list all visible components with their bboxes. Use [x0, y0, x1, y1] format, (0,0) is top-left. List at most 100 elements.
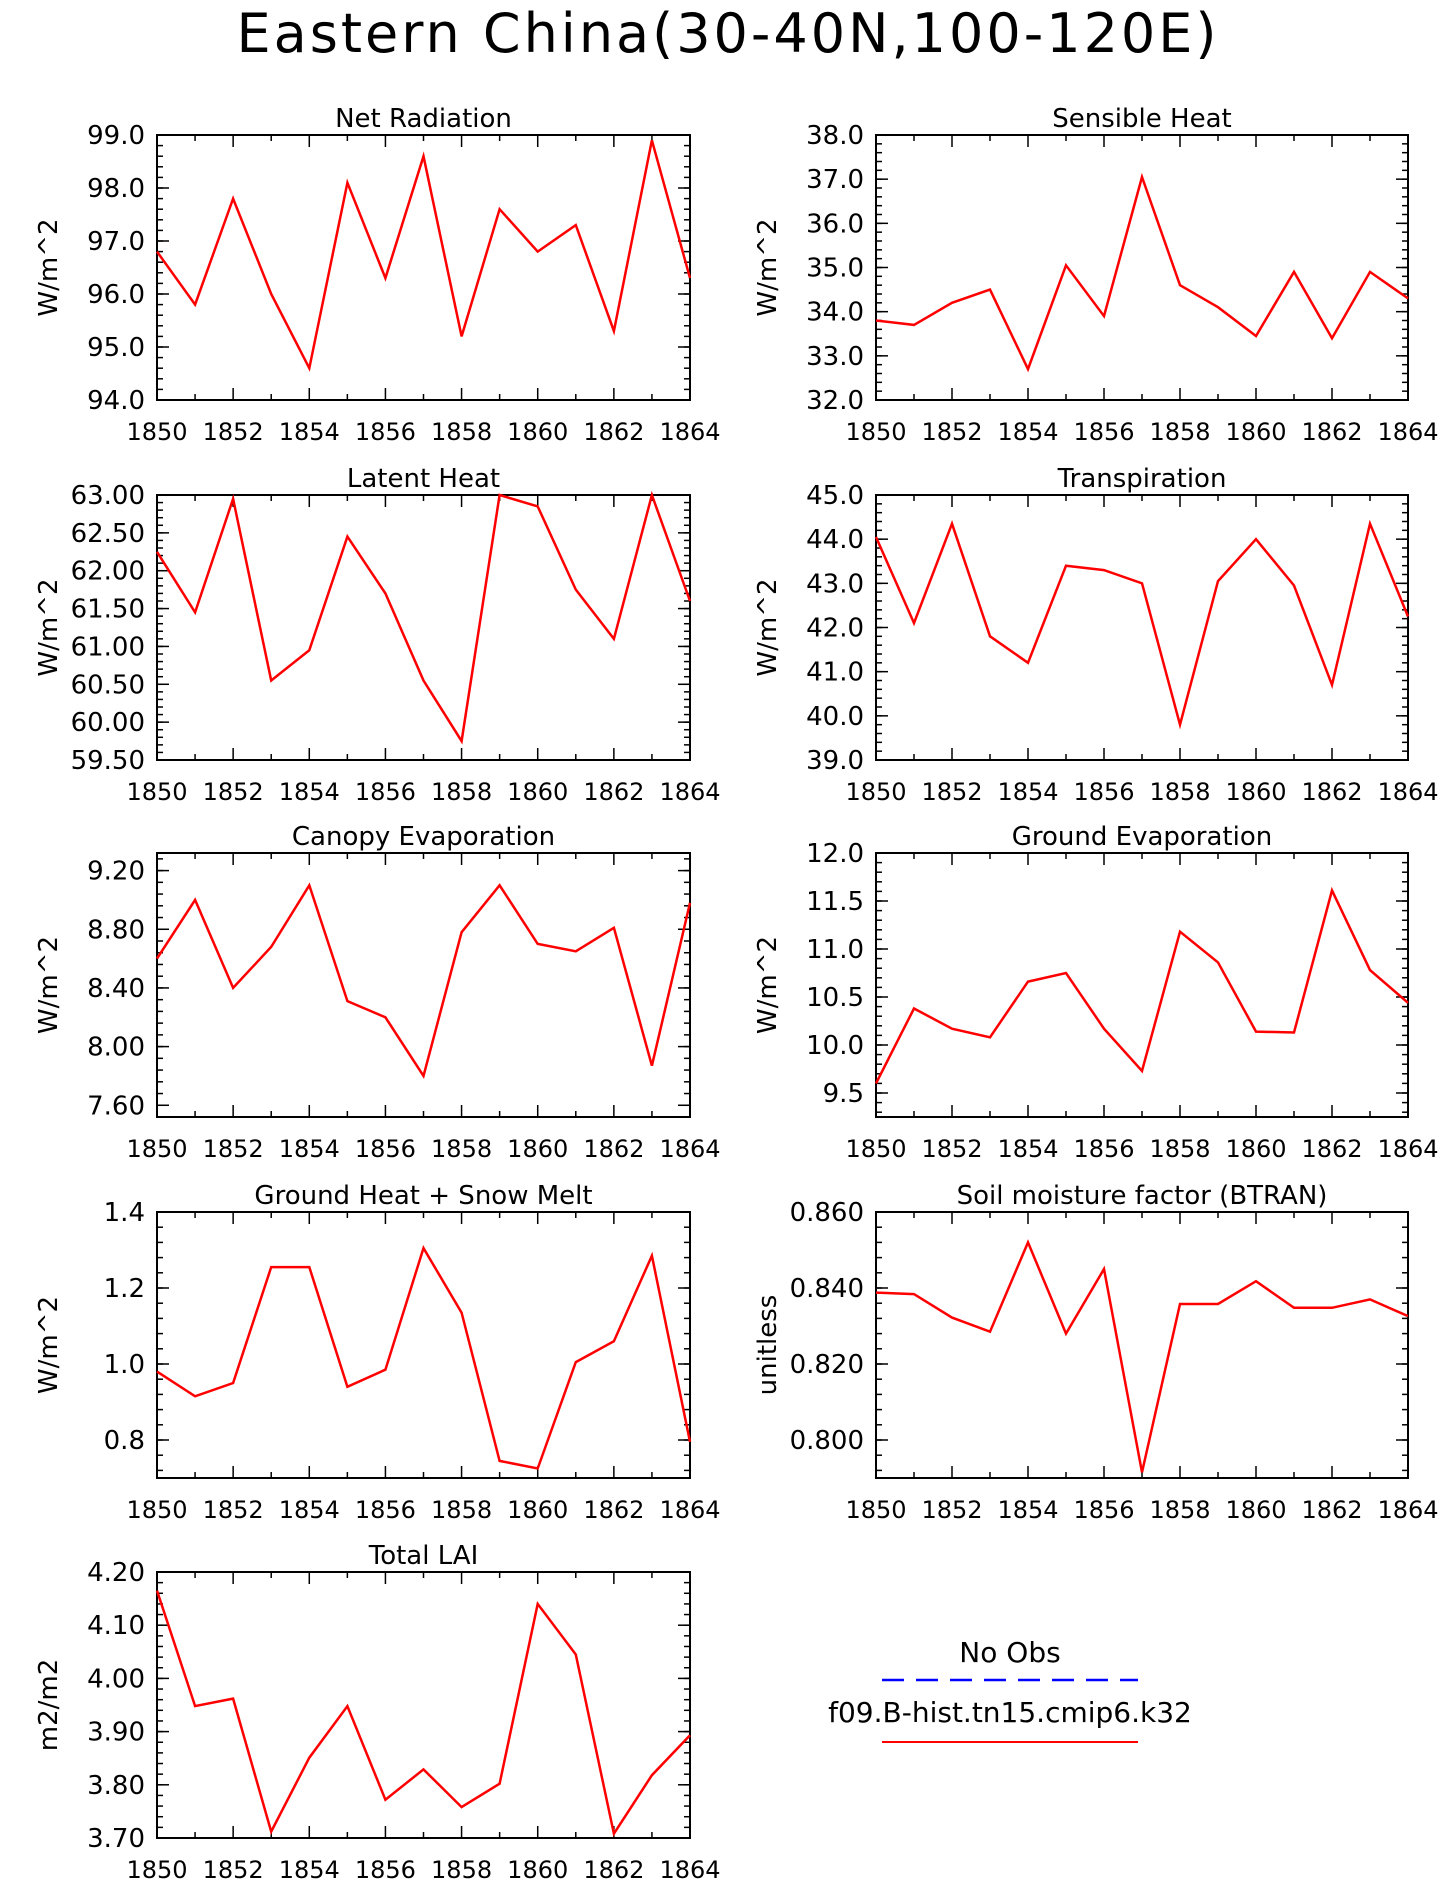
x-tick-label: 1852	[203, 1135, 264, 1163]
plot-frame	[156, 134, 691, 401]
x-tick-label: 1850	[126, 778, 187, 806]
x-tick-label: 1864	[1377, 778, 1438, 806]
chart-panel: 1850 1852 1854 1856 1858 1860 1862 1864 0.8 1.0 1.…	[34, 1181, 721, 1524]
y-tick-label: 36.0	[806, 209, 864, 239]
x-tick-label: 1856	[355, 1496, 416, 1524]
panel-title: Ground Heat + Snow Melt	[254, 1181, 592, 1211]
series-line	[155, 139, 692, 372]
x-tick-label: 1850	[845, 778, 906, 806]
y-axis-label: W/m^2	[34, 1296, 64, 1394]
x-tick-label: 1862	[583, 1496, 644, 1524]
y-tick-label: 3.70	[87, 1824, 145, 1854]
x-tick-label: 1854	[997, 418, 1058, 446]
panel-title: Latent Heat	[347, 464, 500, 494]
x-tick-label: 1860	[1225, 778, 1286, 806]
x-tick-label: 1854	[279, 1135, 340, 1163]
y-tick-label: 3.90	[87, 1718, 145, 1748]
x-tick-label: 1854	[997, 1135, 1058, 1163]
y-tick-label: 12.0	[806, 839, 864, 869]
y-axis-label: W/m^2	[34, 936, 64, 1034]
y-tick-label: 7.60	[87, 1091, 145, 1121]
x-tick-label: 1858	[1149, 1496, 1210, 1524]
y-tick-label: 95.0	[87, 333, 145, 363]
x-tick-label: 1858	[1149, 418, 1210, 446]
series-line	[875, 1239, 1409, 1473]
x-tick-label: 1854	[997, 778, 1058, 806]
x-tick-label: 1854	[279, 418, 340, 446]
x-tick-label: 1850	[126, 1135, 187, 1163]
y-tick-label: 62.50	[71, 519, 145, 549]
y-tick-label: 1.0	[104, 1350, 145, 1380]
y-tick-label: 0.800	[790, 1426, 864, 1456]
y-tick-label: 41.0	[806, 658, 864, 688]
y-tick-label: 60.50	[71, 670, 145, 700]
x-tick-label: 1856	[355, 1135, 416, 1163]
series-line	[155, 1590, 691, 1837]
x-tick-label: 1864	[659, 778, 720, 806]
series-line	[875, 172, 1409, 373]
y-axis-label: unitless	[753, 1295, 783, 1396]
panel-title: Transpiration	[1057, 464, 1227, 494]
y-tick-label: 37.0	[806, 165, 864, 195]
chart-panel: 1850 1852 1854 1856 1858 1860 1862 1864 3.70 3.80…	[34, 1541, 721, 1884]
x-tick-label: 1860	[507, 1135, 568, 1163]
chart-panel: 1850 1852 1854 1856 1858 1860 1862 1864 32.0 33.0…	[753, 104, 1439, 446]
x-tick-label: 1858	[431, 1496, 492, 1524]
x-tick-label: 1860	[1225, 418, 1286, 446]
y-axis-label: m2/m2	[34, 1659, 64, 1752]
x-tick-label: 1856	[1073, 1135, 1134, 1163]
y-tick-label: 10.0	[806, 1031, 864, 1061]
panel-title: Soil moisture factor (BTRAN)	[957, 1181, 1328, 1211]
x-tick-label: 1858	[431, 418, 492, 446]
series-line	[874, 886, 1409, 1084]
x-tick-label: 1852	[203, 1496, 264, 1524]
x-tick-label: 1858	[431, 1135, 492, 1163]
x-tick-label: 1856	[1073, 418, 1134, 446]
y-tick-label: 38.0	[806, 121, 864, 151]
x-tick-label: 1862	[1301, 418, 1362, 446]
x-tick-label: 1860	[507, 1496, 568, 1524]
x-tick-label: 1850	[126, 418, 187, 446]
y-tick-label: 44.0	[806, 525, 864, 555]
y-tick-label: 63.00	[71, 481, 145, 511]
plot-frame	[156, 494, 691, 761]
x-tick-label: 1862	[583, 1135, 644, 1163]
y-tick-label: 99.0	[87, 121, 145, 151]
y-tick-label: 4.20	[87, 1558, 145, 1588]
y-tick-label: 0.840	[790, 1274, 864, 1304]
series-line	[155, 882, 692, 1079]
x-tick-label: 1862	[1301, 778, 1362, 806]
plot-frame	[875, 852, 1409, 1118]
chart-panel: 1850 1852 1854 1856 1858 1860 1862 1864 94.0 95.0…	[34, 104, 721, 446]
y-tick-label: 0.8	[104, 1426, 145, 1456]
x-tick-label: 1856	[355, 418, 416, 446]
figure-title: Eastern China(30-40N,100-120E)	[237, 2, 1220, 65]
x-tick-label: 1858	[1149, 778, 1210, 806]
x-tick-label: 1862	[583, 778, 644, 806]
y-tick-label: 45.0	[806, 481, 864, 511]
y-tick-label: 33.0	[806, 342, 864, 372]
x-tick-label: 1850	[126, 1496, 187, 1524]
x-tick-label: 1858	[1149, 1135, 1210, 1163]
x-tick-label: 1864	[1377, 418, 1438, 446]
y-axis-label: W/m^2	[753, 936, 783, 1034]
x-tick-label: 1850	[845, 1135, 906, 1163]
plot-frame	[875, 1211, 1409, 1479]
y-tick-label: 9.5	[823, 1079, 864, 1109]
y-tick-label: 8.80	[87, 915, 145, 945]
x-tick-label: 1864	[659, 1135, 720, 1163]
y-axis-label: W/m^2	[753, 218, 783, 316]
chart-panel: 1850 1852 1854 1856 1858 1860 1862 1864 9.5 10.0 1…	[753, 822, 1439, 1163]
y-tick-label: 96.0	[87, 280, 145, 310]
y-tick-label: 35.0	[806, 254, 864, 284]
y-tick-label: 59.50	[71, 746, 145, 776]
y-tick-label: 3.80	[87, 1771, 145, 1801]
chart-panel: 1850 1852 1854 1856 1858 1860 1862 1864 59.50 60.…	[34, 464, 721, 806]
panel-title: Canopy Evaporation	[292, 822, 555, 852]
x-tick-label: 1852	[203, 418, 264, 446]
x-tick-label: 1860	[507, 418, 568, 446]
y-tick-label: 11.5	[806, 887, 864, 917]
y-tick-label: 97.0	[87, 227, 145, 257]
chart-panel: 1850 1852 1854 1856 1858 1860 1862 1864 39.0 40.0…	[753, 464, 1439, 806]
